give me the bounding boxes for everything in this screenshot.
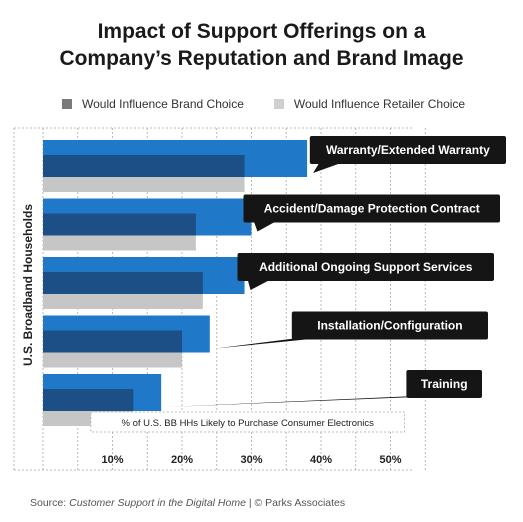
callout-box [237, 253, 494, 281]
legend: Would Influence Brand Choice Would Influ… [62, 96, 495, 112]
chart-title-line-2: Company’s Reputation and Brand Image [59, 47, 464, 70]
bar-overlap [43, 213, 196, 236]
legend-swatch-brand [62, 99, 72, 109]
legend-label-retailer: Would Influence Retailer Choice [293, 97, 466, 111]
category-label: Accident/Damage Protection Contract [264, 202, 480, 216]
chart-title-line-1: Impact of Support Offerings on a [97, 20, 426, 43]
legend-swatch-retailer [273, 99, 284, 109]
x-axis-label: % of U.S. BB HHs Likely to Purchase Cons… [122, 418, 375, 429]
legend-item-brand: Would Influence Brand Choice [62, 97, 244, 111]
x-tick-label: 40% [310, 454, 332, 466]
x-tick-label: 10% [101, 454, 123, 466]
bar-overlap [43, 272, 203, 294]
callout-pointer [247, 279, 272, 290]
category-label: Additional Ongoing Support Services [259, 260, 473, 274]
bar-overlap [43, 389, 134, 411]
x-tick-label: 20% [171, 454, 193, 466]
chart-title: Impact of Support Offerings on a Company… [0, 18, 523, 72]
source-prefix: Source: [30, 497, 70, 509]
source-title: Customer Support in the Digital Home [69, 497, 246, 509]
source-line: Source: Customer Support in the Digital … [30, 497, 345, 509]
x-tick-label: 30% [240, 454, 262, 466]
bar-overlap [43, 330, 182, 353]
y-axis-label: U.S. Broadband Households [21, 204, 35, 367]
callout-box [406, 370, 482, 398]
category-label: Training [421, 377, 468, 391]
callout-pointer [167, 396, 441, 407]
callout-pointer [215, 337, 326, 349]
callout-pointer [313, 162, 344, 173]
x-tick-label: 50% [379, 454, 401, 466]
bar-overlap [43, 155, 245, 177]
callout-pointer [253, 220, 278, 232]
x-axis-label-box [90, 411, 406, 433]
source-suffix: | © Parks Associates [245, 497, 346, 509]
callout-box [291, 311, 488, 340]
category-label: Installation/Configuration [317, 319, 462, 333]
legend-label-brand: Would Influence Brand Choice [82, 97, 244, 111]
category-label: Warranty/Extended Warranty [326, 143, 490, 157]
legend-item-retailer: Would Influence Retailer Choice [273, 97, 466, 111]
callout-box [243, 194, 500, 223]
callout-box [309, 136, 506, 164]
